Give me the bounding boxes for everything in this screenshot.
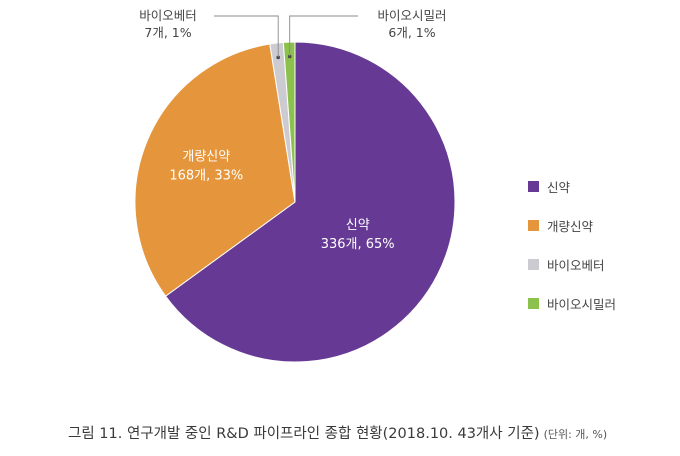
- caption-title: 그림 11. 연구개발 중인 R&D 파이프라인 종합 현황(2018.10. …: [68, 426, 540, 442]
- legend-item-biobetter: 바이오베터: [528, 254, 678, 274]
- slice-label-category: 개량신약: [182, 149, 230, 164]
- legend-item-new-drug: 신약: [528, 176, 678, 196]
- legend-swatch: [528, 258, 539, 270]
- legend: 신약 개량신약 바이오베터 바이오시밀러: [528, 176, 678, 332]
- legend-label: 바이오시밀러: [547, 296, 617, 312]
- slice-incrementally-modified-drug: [134, 43, 296, 297]
- slice-label-value: 336개, 65%: [321, 237, 395, 252]
- legend-swatch: [528, 219, 539, 231]
- legend-item-biosimilar: 바이오시밀러: [528, 293, 678, 313]
- leader-line-biobetter: [214, 15, 279, 58]
- slice-new-drug: [164, 41, 456, 363]
- figure-caption: 그림 11. 연구개발 중인 R&D 파이프라인 종합 현황(2018.10. …: [68, 422, 678, 443]
- legend-label: 개량신약: [547, 218, 594, 234]
- slice-label-category: 신약: [346, 218, 370, 233]
- caption-unit: (단위: 개, %): [543, 428, 608, 441]
- legend-swatch: [528, 297, 539, 309]
- legend-swatch: [528, 180, 539, 192]
- slice-label-category: 바이오베터: [139, 8, 197, 23]
- pie-chart: 신약 336개, 65% 개량신약 168개, 33% 바이오베터 7개, 1% 바이오시밀…: [134, 8, 456, 363]
- slice-label-category: 바이오시밀러: [377, 8, 446, 23]
- leader-lines: [214, 15, 358, 60]
- slice-label-value: 168개, 33%: [169, 168, 243, 183]
- slice-biosimilar: [282, 41, 296, 203]
- slice-label-value: 6개, 1%: [388, 25, 435, 40]
- slice-labels: 신약 336개, 65% 개량신약 168개, 33% 바이오베터 7개, 1% 바이오시밀…: [139, 8, 446, 252]
- legend-label: 신약: [547, 179, 571, 195]
- leader-line-biosimilar: [289, 15, 358, 57]
- legend-label: 바이오베터: [547, 257, 605, 273]
- legend-item-incrementally-modified-drug: 개량신약: [528, 215, 678, 235]
- pie-slices: [134, 41, 456, 363]
- slice-label-value: 7개, 1%: [144, 25, 191, 40]
